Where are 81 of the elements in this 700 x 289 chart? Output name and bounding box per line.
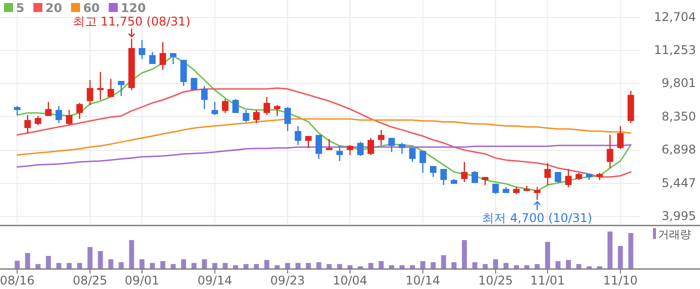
bar xyxy=(36,264,40,268)
bar xyxy=(212,262,218,268)
bar xyxy=(400,265,404,268)
bar xyxy=(108,259,114,268)
x-tick-label: 09/01 xyxy=(124,274,160,288)
bar xyxy=(46,256,51,268)
x-tick-label: 10/14 xyxy=(406,274,440,288)
bar xyxy=(264,260,270,268)
bar xyxy=(534,264,540,268)
x-tick-label: 11/01 xyxy=(530,274,565,288)
annotation: 최고 11,750 (08/31) xyxy=(72,14,190,29)
bar xyxy=(608,232,612,268)
x-tick-label: 09/14 xyxy=(198,274,232,288)
x-tick-label: 09/23 xyxy=(270,274,305,288)
legend-label: 60 xyxy=(83,1,100,15)
bar xyxy=(441,255,446,268)
bar xyxy=(306,262,311,268)
y-tick-label: 11,253 xyxy=(654,43,696,58)
bar xyxy=(472,262,478,268)
bar xyxy=(389,265,394,268)
y-tick-label: 3,995 xyxy=(662,208,696,223)
bar xyxy=(202,259,207,268)
bar xyxy=(628,233,634,268)
bar xyxy=(129,240,134,268)
annotation: 최저 4,700 (10/31) xyxy=(482,210,592,225)
bar xyxy=(618,246,623,268)
bar xyxy=(504,262,508,268)
bar xyxy=(566,260,571,268)
bar xyxy=(524,265,530,268)
bar xyxy=(244,264,248,268)
x-tick-label: 11/10 xyxy=(603,274,638,288)
x-tick-label: 10/04 xyxy=(332,274,368,288)
bar xyxy=(233,265,238,268)
bar xyxy=(118,262,124,268)
bar xyxy=(482,264,488,268)
bar xyxy=(98,251,103,268)
legend-label: 5 xyxy=(16,1,24,15)
bar xyxy=(25,252,30,268)
bar xyxy=(545,242,550,268)
y-tick-label: 5,447 xyxy=(662,176,696,190)
x-tick-label: 08/16 xyxy=(0,274,34,288)
bar xyxy=(160,261,166,268)
bar xyxy=(88,247,92,268)
bar xyxy=(254,264,259,268)
bar xyxy=(430,262,436,268)
legend-label: 20 xyxy=(45,1,62,15)
bar xyxy=(493,259,498,268)
bar xyxy=(410,265,415,268)
bar xyxy=(150,262,155,268)
bar xyxy=(296,262,300,268)
legend: 거래량 xyxy=(653,228,691,241)
bar xyxy=(192,262,196,268)
bar xyxy=(378,261,384,268)
bar xyxy=(368,262,374,268)
x-tick-label: 10/25 xyxy=(478,274,513,288)
bar xyxy=(285,262,290,268)
bar xyxy=(326,264,332,268)
bar xyxy=(452,262,456,268)
bar xyxy=(420,261,426,268)
bar xyxy=(56,262,62,268)
y-tick-label: 12,704 xyxy=(654,10,696,24)
bar xyxy=(170,264,176,268)
bar xyxy=(77,262,82,268)
bar xyxy=(222,262,228,268)
y-tick-label: 8,350 xyxy=(662,109,696,124)
x-tick-label: 08/25 xyxy=(72,274,108,288)
bar xyxy=(337,264,342,268)
bar xyxy=(462,240,467,268)
bar xyxy=(576,264,582,268)
y-tick-label: 6,898 xyxy=(662,142,696,157)
bar xyxy=(14,260,20,268)
bar xyxy=(274,265,280,268)
bar xyxy=(140,259,144,268)
legend-label: 120 xyxy=(120,1,146,15)
bar xyxy=(66,262,72,268)
bar xyxy=(556,261,560,268)
y-tick-label: 9,801 xyxy=(662,76,696,90)
bar xyxy=(514,265,519,268)
bar xyxy=(181,259,186,268)
bar xyxy=(316,262,322,268)
bar xyxy=(348,265,352,268)
